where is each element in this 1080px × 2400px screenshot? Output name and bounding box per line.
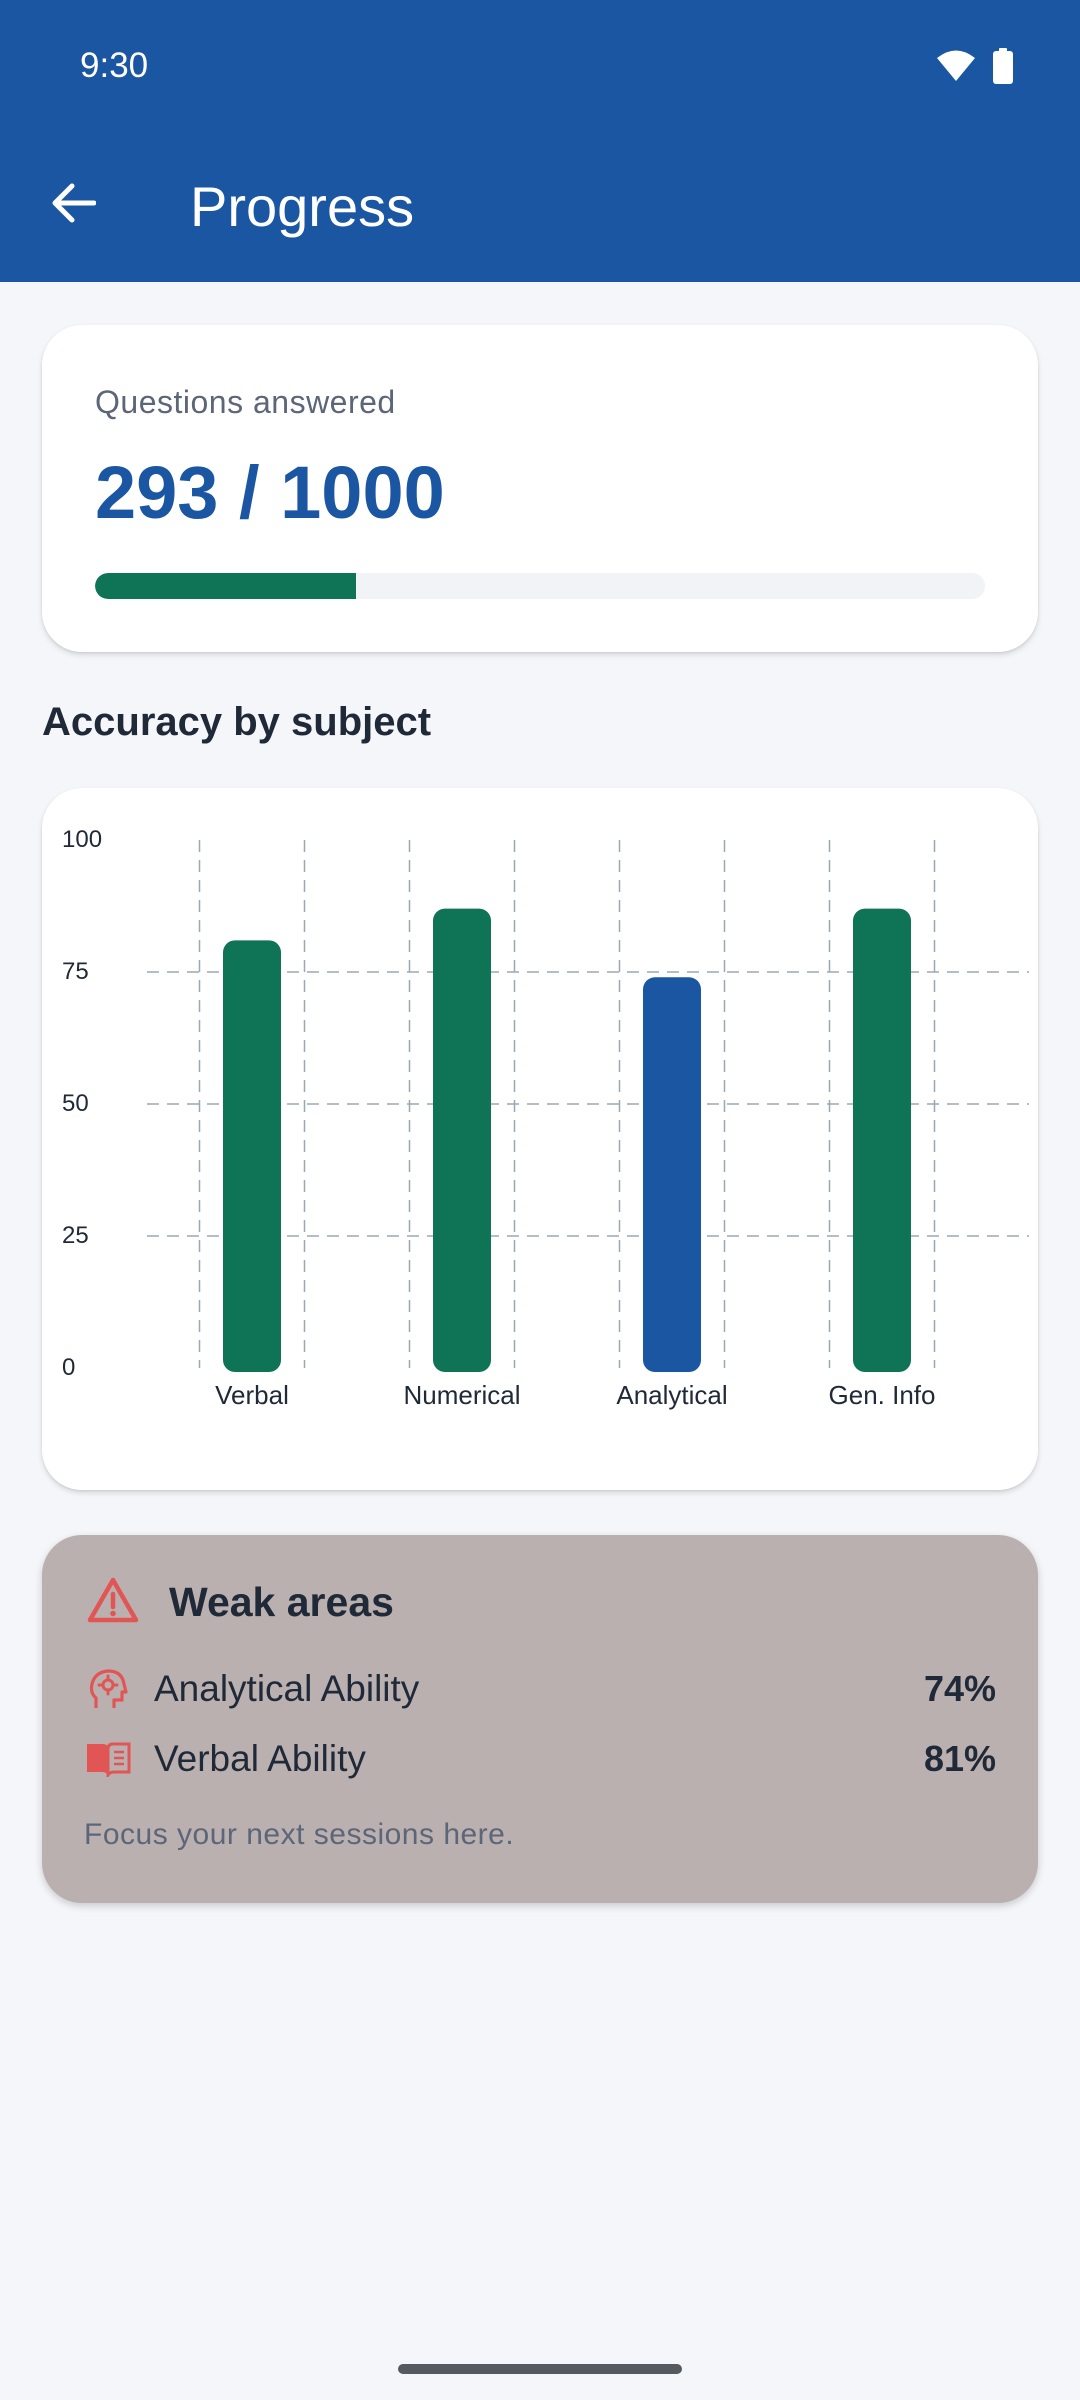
chart-x-tick-label: Gen. Info	[829, 1380, 936, 1410]
questions-progress-bar	[95, 573, 985, 599]
chart-y-tick-label: 75	[62, 958, 89, 985]
chart-bar	[223, 940, 281, 1372]
weak-area-percent: 81%	[923, 1738, 996, 1779]
chart-bar	[643, 977, 701, 1372]
weak-area-name: Analytical Ability	[154, 1668, 420, 1709]
accuracy-section-title: Accuracy by subject	[42, 700, 432, 744]
wifi-icon	[936, 49, 976, 88]
accuracy-chart: 0 25 50 75 100 Verbal Numerical Analytical Gen. …	[62, 826, 1029, 1410]
weak-areas-title: Weak areas	[169, 1579, 394, 1625]
accuracy-chart-card: 0 25 50 75 100 Verbal Numerical Analytical Gen. …	[42, 788, 1038, 1490]
chart-bar	[853, 908, 911, 1372]
chart-x-tick-label: Analytical	[616, 1380, 727, 1410]
weak-areas-card: Weak areas Analytical Ability 74% Verbal…	[42, 1535, 1038, 1903]
weak-area-item: Verbal Ability 81%	[84, 1729, 996, 1789]
chart-y-tick-label: 100	[62, 826, 102, 853]
questions-label: Questions answered	[95, 384, 396, 420]
weak-area-percent: 74%	[923, 1668, 996, 1709]
chart-y-tick-label: 25	[62, 1222, 89, 1249]
chart-bar	[433, 908, 491, 1372]
status-time: 9:30	[80, 46, 149, 85]
home-indicator[interactable]	[398, 2364, 682, 2374]
page-title: Progress	[190, 175, 415, 238]
warning-icon	[87, 1577, 139, 1628]
arrow-left-icon	[50, 183, 97, 228]
weak-area-item: Analytical Ability 74%	[84, 1659, 996, 1719]
status-icons	[936, 48, 1014, 89]
chart-y-tick-label: 0	[62, 1354, 75, 1381]
chart-x-tick-label: Numerical	[403, 1380, 520, 1410]
questions-value: 293 / 1000	[95, 451, 445, 534]
weak-areas-header: Weak areas	[87, 1577, 394, 1628]
questions-progress-fill	[95, 573, 356, 599]
app-bar: 9:30 Progress	[0, 0, 1080, 282]
back-button[interactable]	[38, 170, 108, 240]
brain-gear-icon	[84, 1665, 132, 1713]
battery-icon	[992, 48, 1014, 89]
chart-x-tick-label: Verbal	[215, 1380, 289, 1410]
weak-area-name: Verbal Ability	[154, 1738, 366, 1779]
questions-card: Questions answered 293 / 1000	[42, 325, 1038, 652]
weak-areas-note: Focus your next sessions here.	[84, 1818, 515, 1851]
chart-y-tick-label: 50	[62, 1090, 89, 1117]
book-open-icon	[84, 1735, 132, 1783]
